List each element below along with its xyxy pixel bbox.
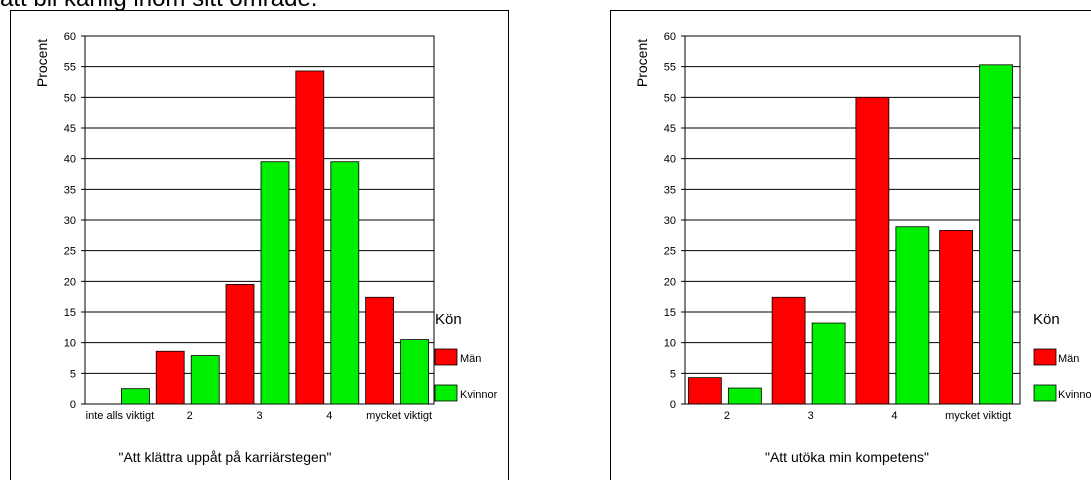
page-heading-fragment: att bli känlig inom sitt område. [0,0,317,13]
y-tick-label: 10 [64,338,76,350]
chart-panel-kompetens: 0 5 10 15 20 25 30 35 40 45 50 55 60 2 3 4 mycket vikti… [610,10,1091,480]
y-tick-label: 5 [670,368,676,380]
x-tick-label: 2 [187,410,193,422]
x-tick-label: inte alls viktigt [86,410,154,422]
y-axis-label: Procent [34,39,50,87]
y-tick-label: 0 [70,399,76,411]
legend-label-woman: Kvinnor [1058,389,1091,401]
bar-woman-3 [330,161,360,405]
y-tick-label: 40 [664,154,676,166]
chart-kompetens: 0 5 10 15 20 25 30 35 40 45 50 55 60 2 3 4 mycket vikti… [634,31,1091,465]
y-tick-label: 55 [64,62,76,74]
bar-man-1 [771,296,806,405]
y-tick-label: 45 [664,123,676,135]
chart-title: "Att utöka min kompetens" [765,449,929,465]
y-tick-label: 55 [664,62,676,74]
y-tick-label: 35 [64,184,76,196]
y-tick-label: 20 [664,276,676,288]
x-tick-label: 4 [326,410,332,422]
y-axis-label: Procent [634,39,650,87]
x-tick-label: 3 [256,410,262,422]
legend-swatch-woman [434,384,458,402]
y-tick-label: 60 [664,31,676,43]
bar-woman-0 [727,387,762,405]
legend-swatch-woman [1033,384,1057,402]
legend-swatch-man [434,348,458,366]
y-tick-label: 40 [64,154,76,166]
bar-man-2 [225,283,255,405]
y-tick-label: 25 [64,246,76,258]
legend-label-man: Män [1058,353,1079,365]
bar-woman-0 [121,388,150,405]
y-tick-label: 30 [64,215,76,227]
y-tick-label: 25 [664,246,676,258]
legend-swatch-man [1033,348,1057,366]
x-tick-label: 3 [808,410,814,422]
y-tick-label: 15 [664,307,676,319]
bar-woman-1 [190,355,220,405]
y-tick-label: 50 [64,92,76,104]
y-tick-label: 50 [664,92,676,104]
y-tick-label: 45 [64,123,76,135]
x-tick-label: mycket viktigt [366,410,432,422]
legend-label-man: Män [460,353,481,365]
bar-man-1 [155,350,185,405]
bar-woman-2 [260,161,290,405]
legend-title: Kön [1033,311,1060,328]
x-tick-label: 4 [891,410,897,422]
bar-woman-3 [979,64,1014,405]
y-tick-label: 30 [664,215,676,227]
y-tick-label: 5 [70,368,76,380]
y-tick-label: 15 [64,307,76,319]
y-tick-label: 10 [664,338,676,350]
chart-title: "Att klättra uppåt på karriärstegen" [118,449,331,465]
y-tick-label: 20 [64,276,76,288]
bar-woman-4 [400,339,430,405]
x-tick-label: mycket viktigt [945,410,1011,422]
bar-woman-2 [895,226,930,405]
y-tick-label: 35 [664,184,676,196]
bar-woman-1 [811,322,846,405]
chart-karriar: 0 5 10 15 20 25 30 35 40 45 50 55 60 inte alls vikti… [34,31,498,465]
bar-man-3 [939,230,974,405]
x-tick-label: 2 [724,410,730,422]
bar-man-3 [295,70,325,405]
legend-label-woman: Kvinnor [460,389,498,401]
y-tick-label: 60 [64,31,76,43]
y-tick-label: 0 [670,399,676,411]
bar-man-0 [687,377,722,405]
bar-man-4 [365,296,395,405]
bar-man-2 [855,96,890,405]
chart-panel-karriar: 0 5 10 15 20 25 30 35 40 45 50 55 60 inte alls vikti… [10,10,509,480]
legend-title: Kön [435,311,462,328]
